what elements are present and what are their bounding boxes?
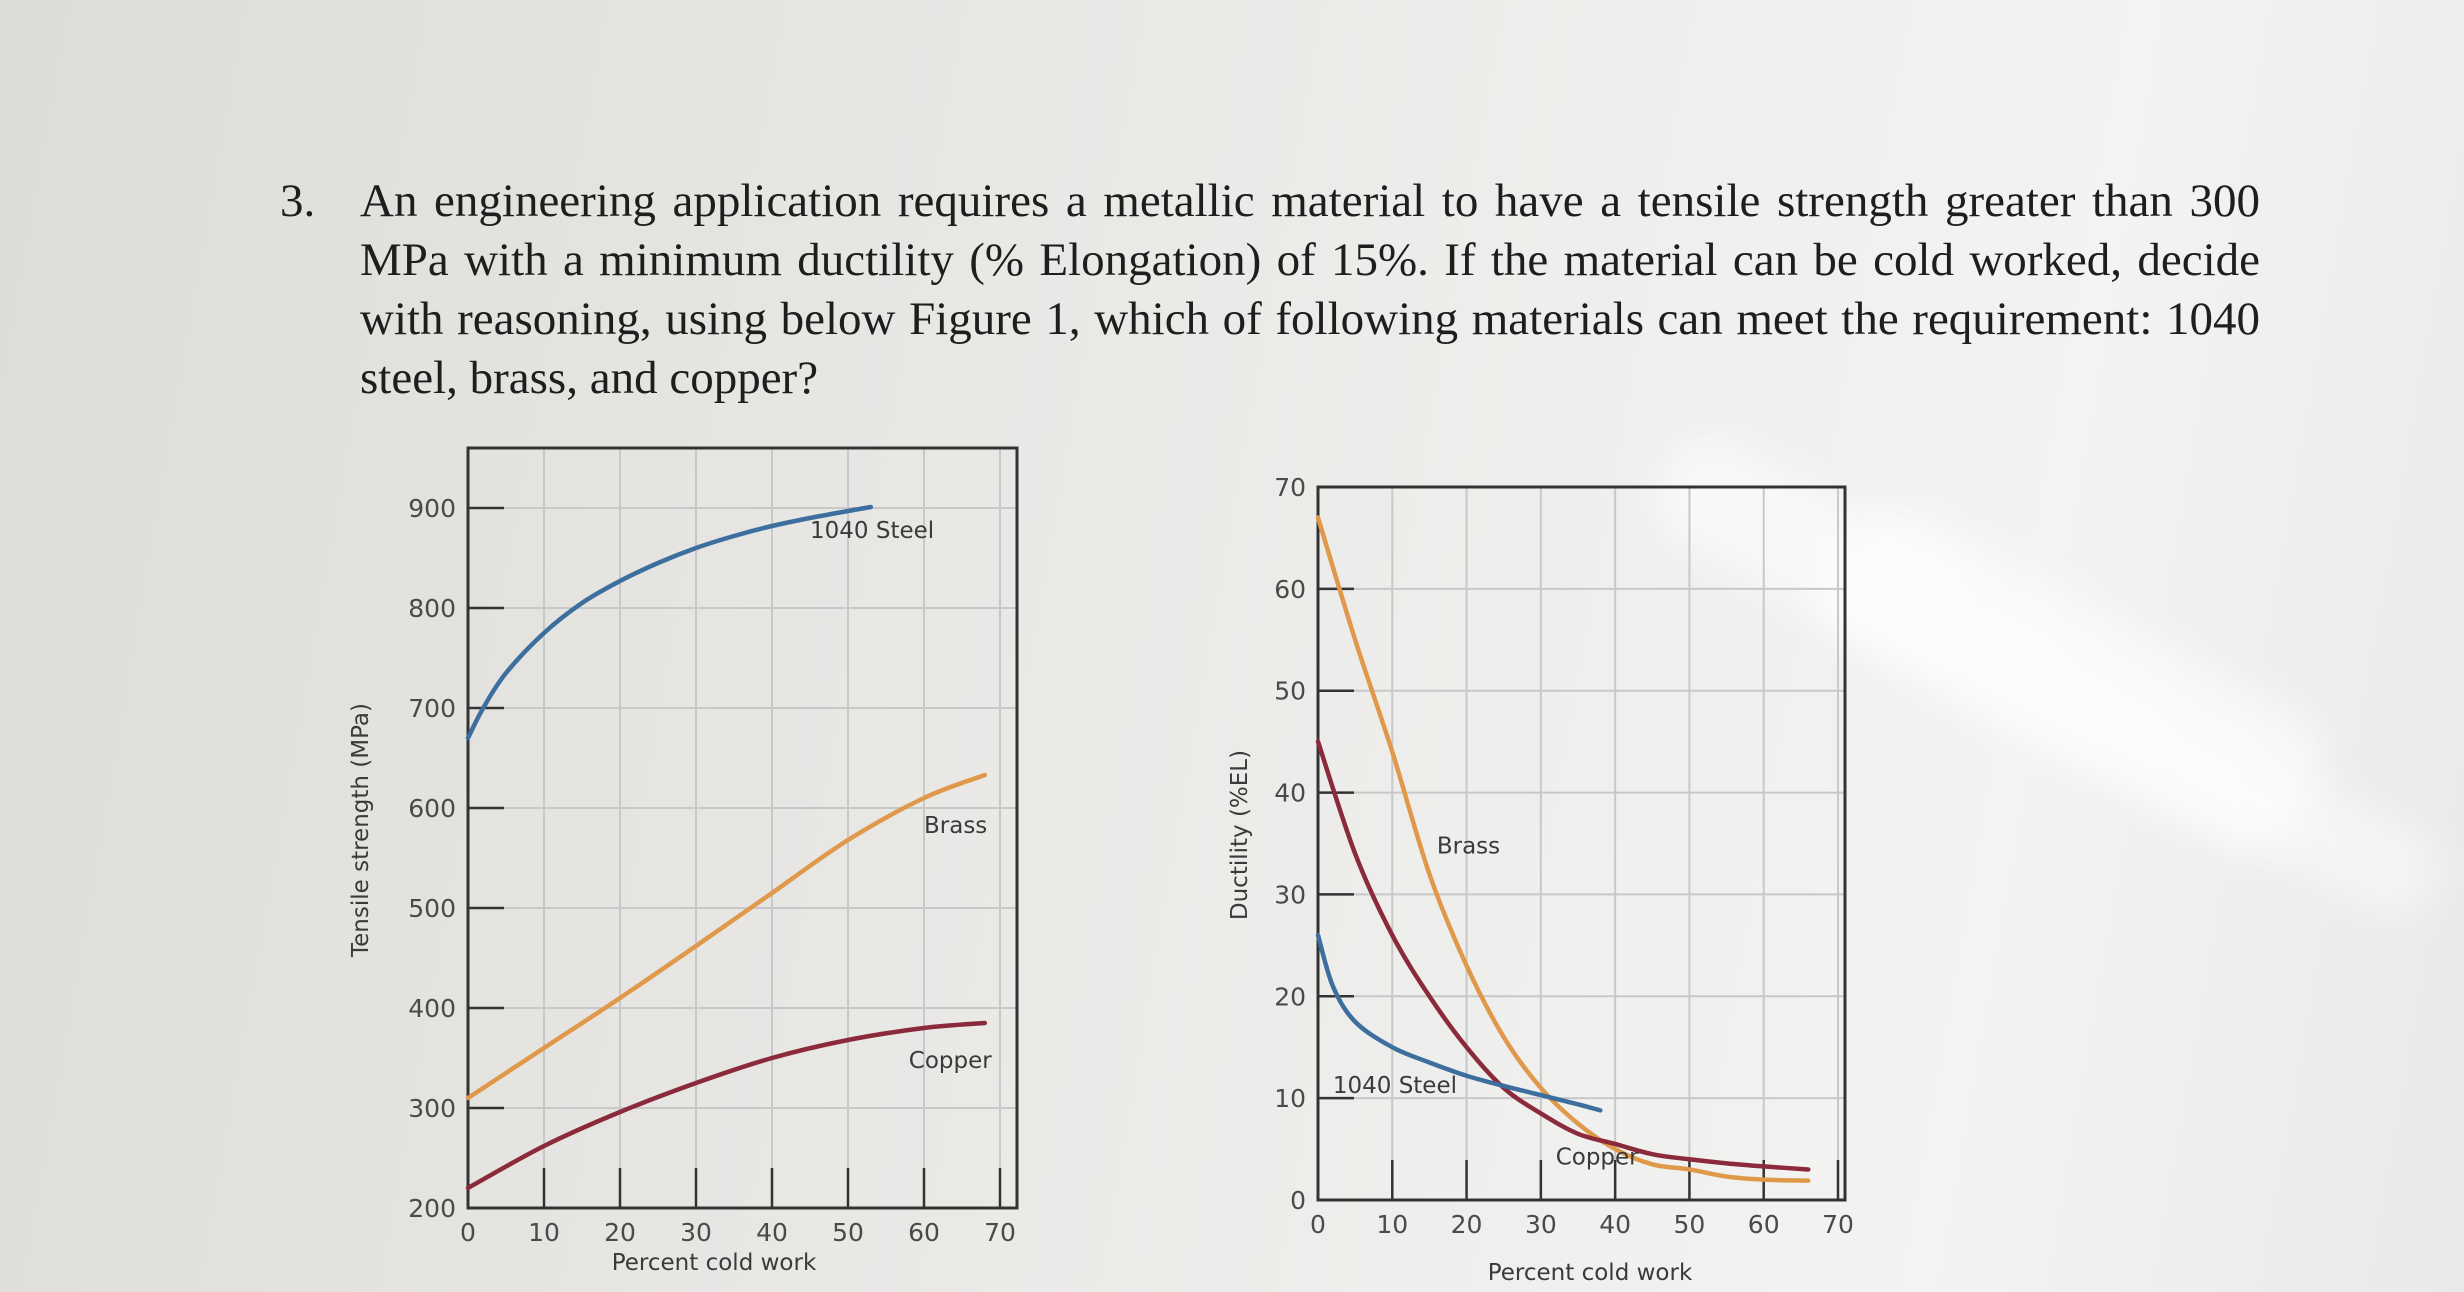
1040-steel-label: 1040 Steel [1333,1073,1457,1099]
copper-curve [465,1020,988,1191]
x-tick-label: 70 [1822,1210,1854,1239]
x-axis-label: Percent cold work [612,1250,817,1276]
copper-label: Copper [909,1048,992,1074]
brass-label: Brass [924,813,987,839]
x-tick-label: 20 [604,1218,636,1247]
x-axis-label: Percent cold work [1488,1260,1693,1286]
1040-steel-curve [465,504,874,741]
y-tick-label: 70 [1274,473,1306,502]
y-tick-label: 20 [1274,982,1306,1011]
x-tick-label: 0 [1310,1210,1326,1239]
plot-frame [1316,485,1847,1202]
y-tick-label: 400 [408,994,456,1023]
x-tick-label: 60 [908,1218,940,1247]
y-tick-label: 700 [408,694,456,723]
copper-label: Copper [1556,1144,1639,1170]
x-tick-label: 20 [1451,1210,1483,1239]
x-tick-label: 30 [1525,1210,1557,1239]
x-tick-label: 40 [1599,1210,1631,1239]
question-text: An engineering application requires a me… [360,175,2260,404]
brass-curve [1315,515,1811,1183]
x-tick-label: 50 [832,1218,864,1247]
plot-frame [466,446,1019,1210]
y-tick-label: 500 [408,894,456,923]
y-tick-label: 900 [408,494,456,523]
question-block: 3. An engineering application requires a… [280,172,2260,408]
1040-steel-label: 1040 Steel [810,518,934,544]
x-tick-label: 30 [680,1218,712,1247]
x-tick-label: 40 [756,1218,788,1247]
y-axis-label: Ductility (%EL) [1227,750,1253,920]
copper-curve [1315,739,1811,1172]
y-tick-label: 10 [1274,1084,1306,1113]
question-number: 3. [280,175,316,227]
y-tick-label: 0 [1290,1186,1306,1215]
y-tick-label: 40 [1274,779,1306,808]
x-tick-label: 70 [984,1218,1016,1247]
tensile-strength-chart: 0 10 20 30 40 50 60 70 200 300 400 500 600 700 800 900 P… [348,446,1019,1276]
brass-label: Brass [1437,834,1500,860]
y-tick-label: 200 [408,1194,456,1223]
x-tick-label: 10 [528,1218,560,1247]
y-tick-label: 600 [408,794,456,823]
ductility-chart: 0 10 20 30 40 50 60 70 0 10 20 30 40 50 60 70 Percent co… [1227,473,1854,1286]
x-tick-label: 10 [1376,1210,1408,1239]
brass-curve [465,772,988,1101]
y-tick-label: 50 [1274,677,1306,706]
x-tick-label: 0 [460,1218,476,1247]
y-axis-label: Tensile strength (MPa) [348,703,374,958]
y-tick-label: 60 [1274,575,1306,604]
1040-steel-curve [1315,932,1603,1113]
x-tick-label: 60 [1748,1210,1780,1239]
y-tick-label: 30 [1274,880,1306,909]
y-tick-label: 300 [408,1094,456,1123]
x-tick-label: 50 [1674,1210,1706,1239]
y-tick-label: 800 [408,594,456,623]
